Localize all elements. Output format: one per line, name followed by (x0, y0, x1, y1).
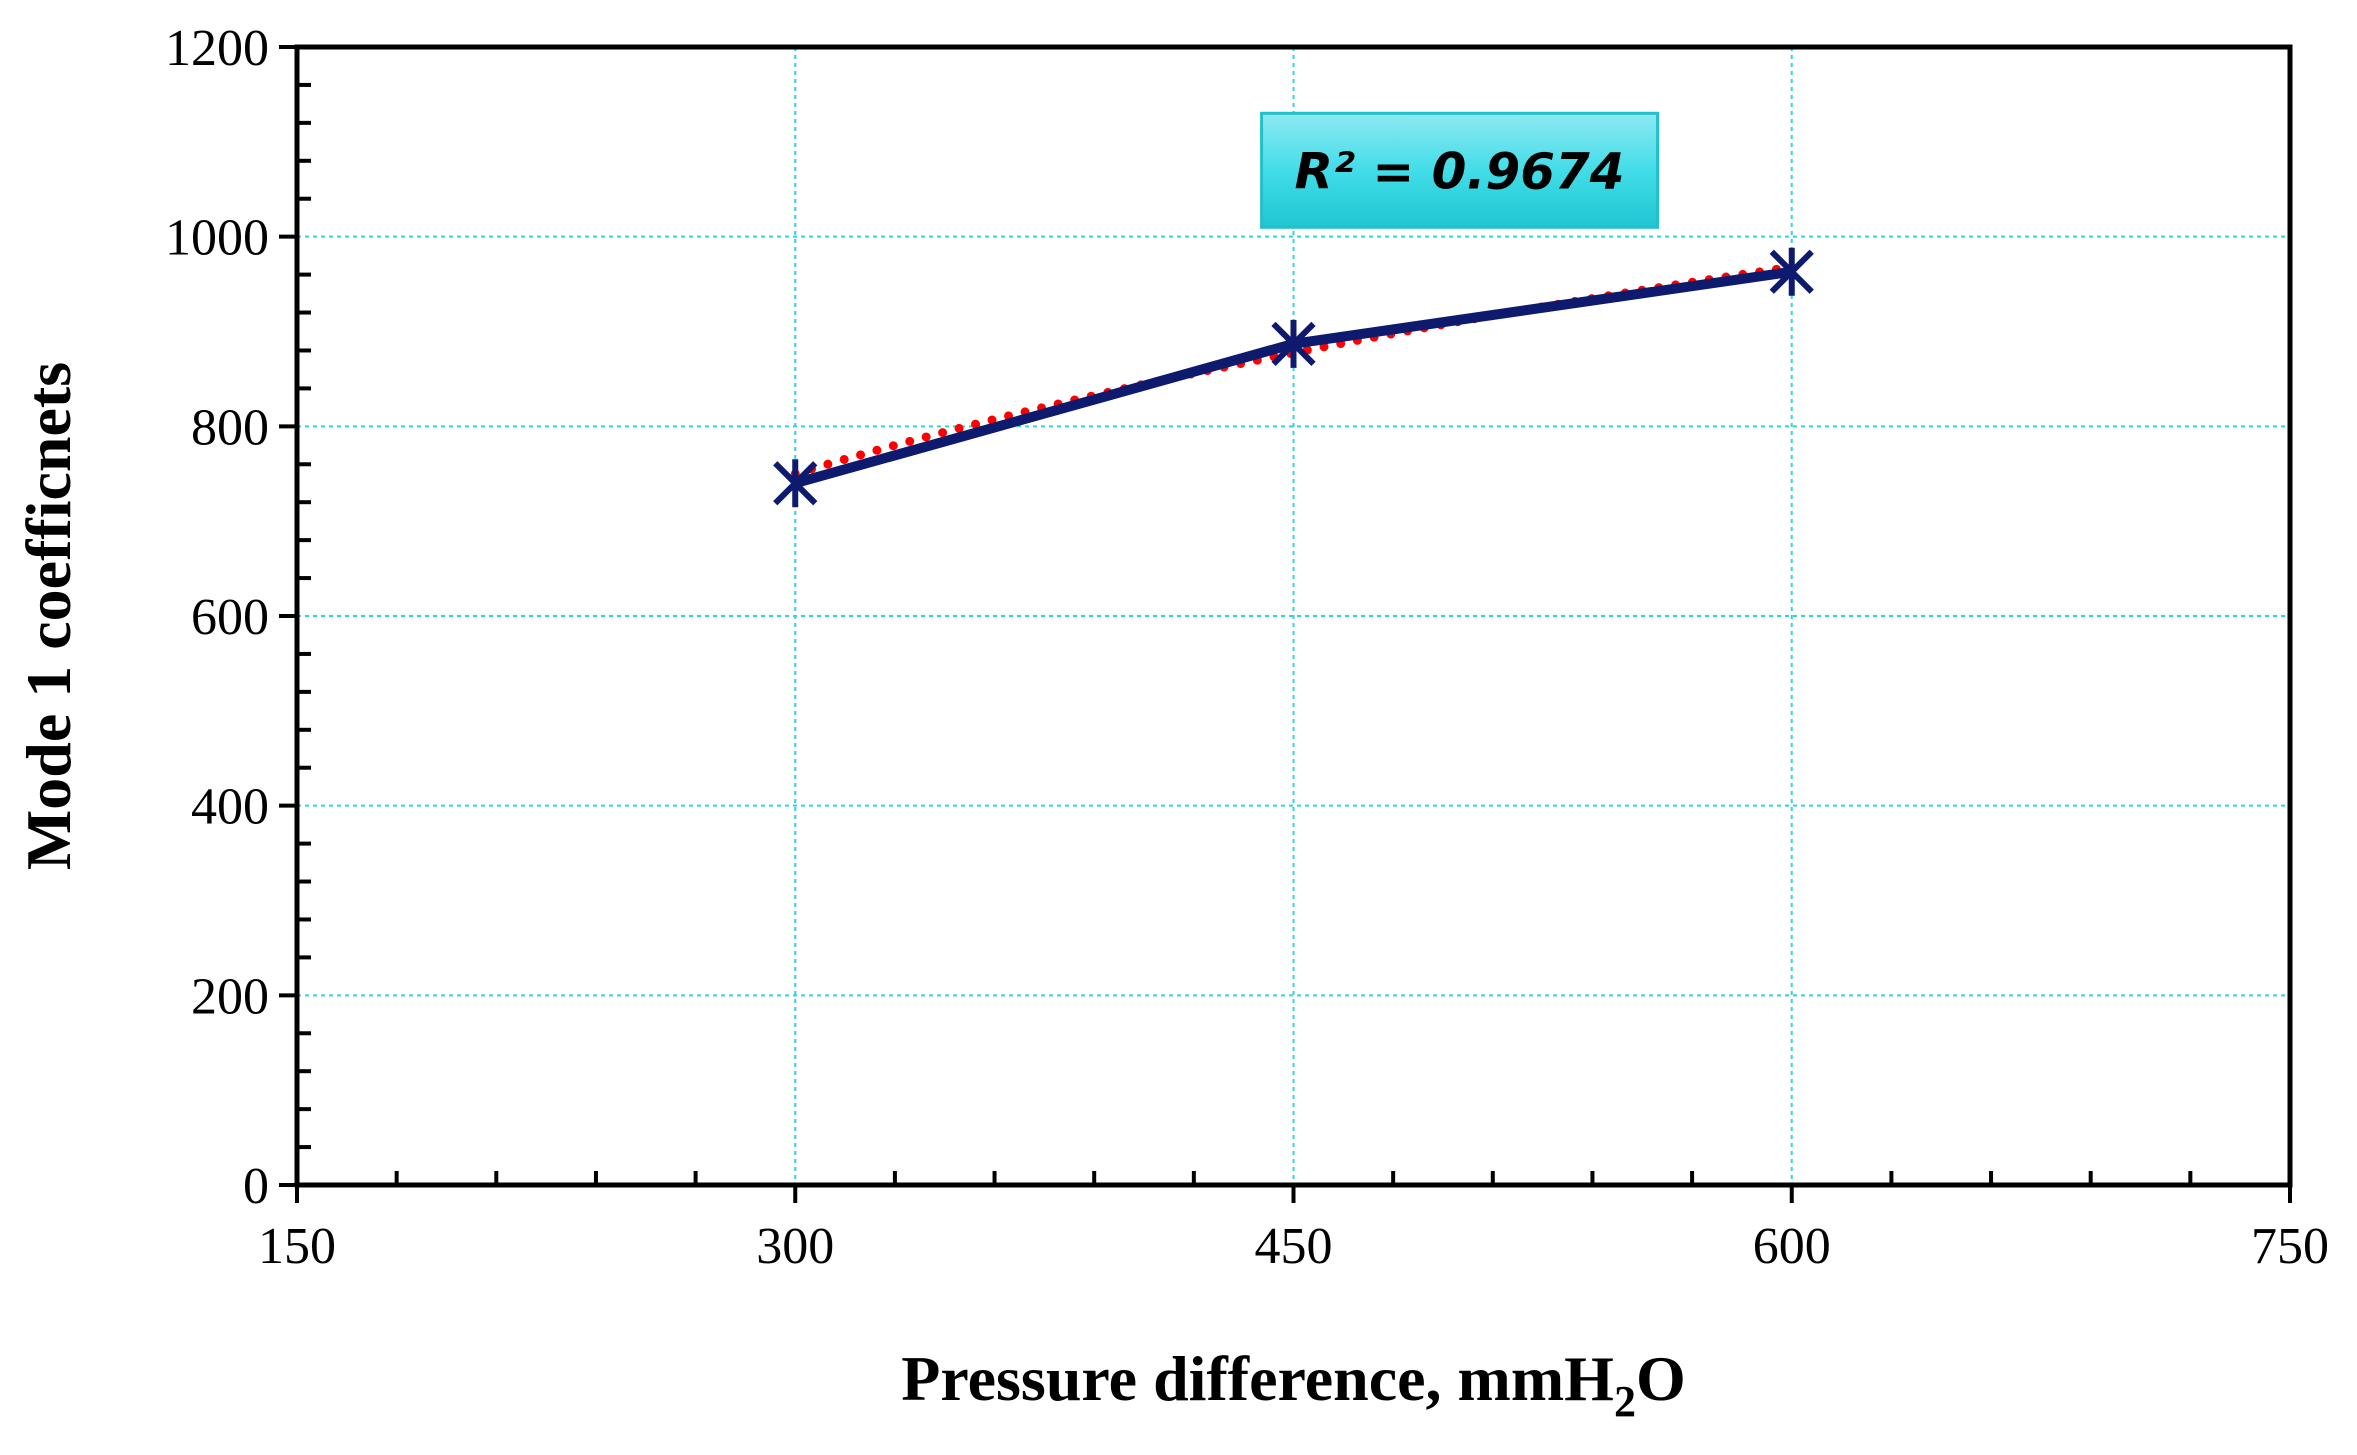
x-tick-label: 600 (1753, 1218, 1831, 1275)
y-axis-title: Mode 1 coefficnets (13, 362, 84, 870)
tick-labels: 0 200 400 600 800 1000 1200 150 300 450 600 750 (165, 20, 2329, 1275)
y-tick-label: 800 (191, 399, 269, 456)
x-axis-title-main: Pressure difference, mmH (901, 1343, 1614, 1414)
x-tick-label: 300 (756, 1218, 834, 1275)
data-point-marker (1769, 247, 1814, 296)
y-tick-label: 1200 (165, 20, 269, 77)
r-squared-label: R² = 0.9674 (1295, 142, 1625, 200)
grid-lines (297, 47, 2290, 1185)
series-group (773, 247, 1814, 508)
x-axis-title: Pressure difference, mmH2O (901, 1343, 1685, 1426)
x-tick-label: 150 (258, 1218, 336, 1275)
y-tick-label: 1000 (165, 210, 269, 267)
data-point-marker (1271, 319, 1316, 368)
x-axis-title-tail: O (1636, 1343, 1686, 1414)
x-tick-label: 750 (2251, 1218, 2329, 1275)
x-tick-label: 450 (1255, 1218, 1333, 1275)
y-tick-label: 400 (191, 779, 269, 836)
x-axis-title-subscript: 2 (1614, 1377, 1636, 1426)
y-tick-label: 200 (191, 968, 269, 1025)
y-tick-label: 0 (243, 1158, 269, 1215)
data-point-marker (773, 459, 818, 508)
r-squared-box (1260, 111, 1660, 229)
axes-group (279, 44, 2293, 1203)
y-tick-label: 600 (191, 589, 269, 646)
r-squared-annotation: R² = 0.9674 (1260, 111, 1660, 229)
